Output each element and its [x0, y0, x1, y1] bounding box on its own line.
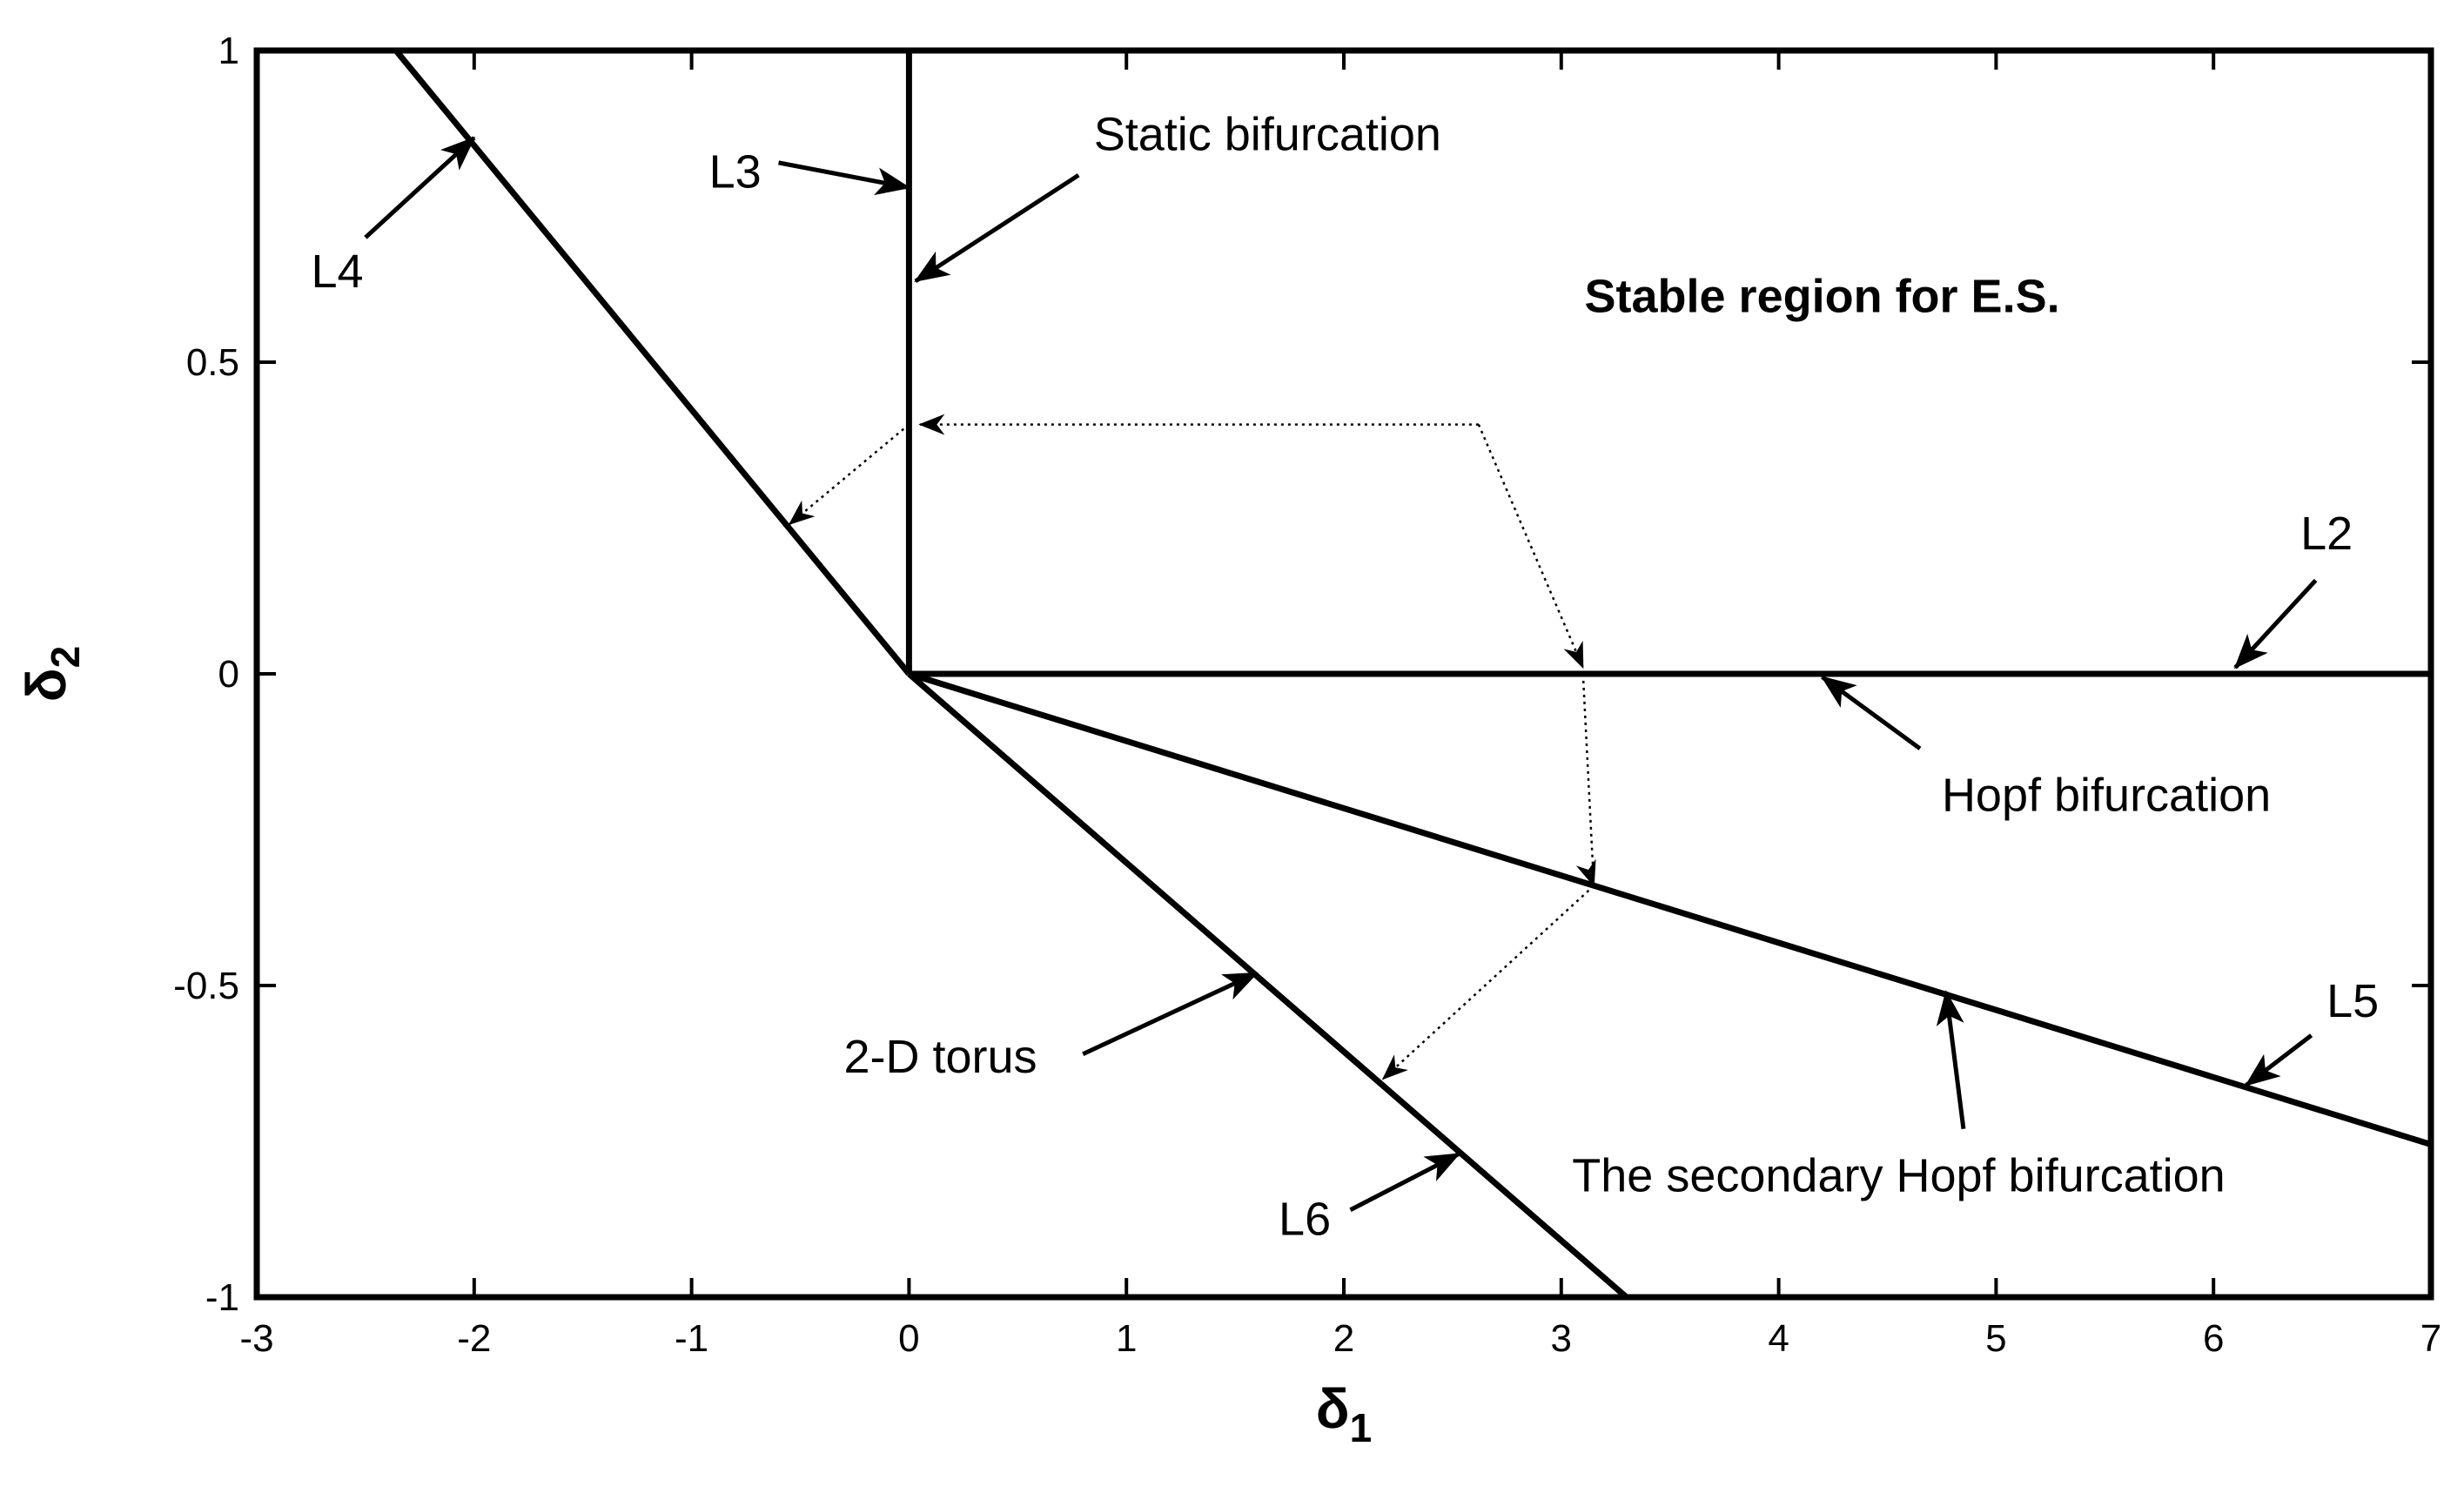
series-line-l6 [907, 671, 1629, 1300]
annotation-arrow [1936, 990, 1966, 1129]
x-tick-label: 3 [1551, 1317, 1572, 1360]
dotted-arrow [1581, 673, 1595, 886]
annotation-arrow [364, 136, 476, 239]
annotation-label: The secondary Hopf bifurcation [1572, 1149, 2225, 1201]
y-axis-label-base: δ [15, 668, 77, 702]
dotted-arrow [1477, 424, 1584, 669]
stable-region-label: Stable region for E.S. [1585, 271, 2060, 323]
annotation-label: L5 [2326, 975, 2379, 1027]
annotation-arrow [1820, 675, 1922, 750]
dotted-arrow [1381, 885, 1595, 1080]
x-tick-label: 2 [1333, 1317, 1354, 1360]
y-tick-label: 0 [218, 653, 239, 696]
y-axis-label: δ2 [15, 646, 88, 702]
x-tick-label: 6 [2203, 1317, 2224, 1360]
x-tick-label: 5 [1985, 1317, 2006, 1360]
x-axis-label-sub: 1 [1350, 1405, 1373, 1450]
dotted-arrow [788, 423, 910, 526]
x-tick-label: -2 [457, 1317, 491, 1360]
annotation-arrow [914, 173, 1080, 284]
x-tick-label: -1 [675, 1317, 708, 1360]
tick-layer: -3 -2 -1 0 1 2 3 4 5 6 7 -1 -0.5 0 0.5 1 [173, 30, 2441, 1360]
series-line-l5 [908, 670, 2433, 1147]
series-layer [393, 48, 2433, 1300]
y-tick-label: -1 [205, 1276, 239, 1319]
annotation-arrow [778, 160, 911, 196]
annotation-arrow [1349, 1152, 1461, 1212]
y-axis-label-sub: 2 [43, 646, 88, 669]
y-tick-label: 0.5 [186, 341, 239, 384]
y-tick-label: -0.5 [173, 965, 239, 1007]
series-line-l4 [393, 48, 912, 676]
annotation-label: L4 [311, 246, 363, 298]
x-tick-label: 1 [1116, 1317, 1137, 1360]
annotation-label: L3 [709, 146, 762, 198]
annotation-arrow [2233, 578, 2318, 669]
annotation-label: Hopf bifurcation [1942, 770, 2271, 822]
dotted-arrow-layer [788, 414, 1596, 1080]
x-tick-label: 0 [898, 1317, 919, 1360]
x-axis-label-base: δ [1316, 1377, 1350, 1440]
x-axis-label: δ1 [1316, 1377, 1372, 1450]
annotation-layer: Static bifurcation L3 L4 L2 Hopf bifurcation… [311, 109, 2379, 1246]
annotation-label: Static bifurcation [1094, 109, 1441, 161]
annotation-arrow [1082, 971, 1259, 1057]
x-tick-label: 4 [1768, 1317, 1789, 1360]
x-tick-label: 7 [2420, 1317, 2441, 1360]
annotation-label: L2 [2300, 508, 2353, 560]
annotation-label: L6 [1279, 1193, 1331, 1245]
annotation-arrow [2245, 1033, 2313, 1087]
x-tick-label: -3 [239, 1317, 273, 1360]
annotation-label: 2-D torus [843, 1031, 1037, 1083]
y-tick-label: 1 [218, 30, 239, 72]
